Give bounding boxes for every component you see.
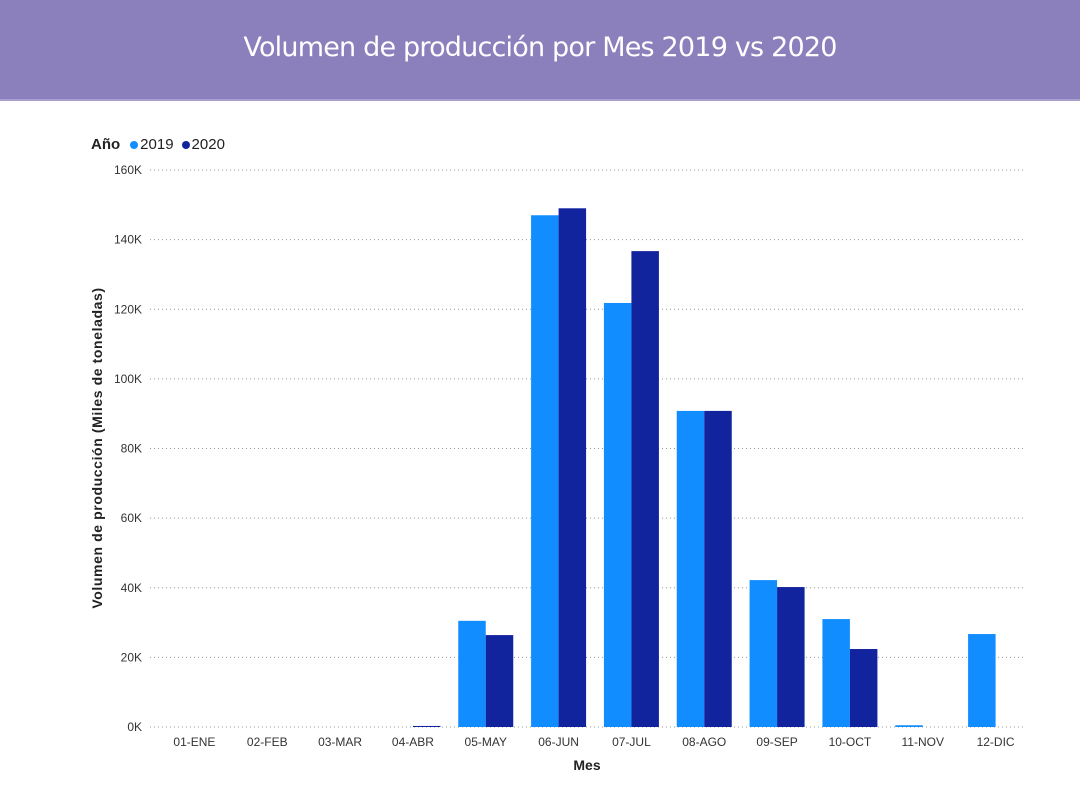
y-axis-ticks: 0K 20K 40K 60K 80K 100K 120K 140K 160K bbox=[114, 163, 142, 734]
y-tick-label: 100K bbox=[114, 372, 142, 386]
legend-title: Año bbox=[91, 136, 121, 153]
legend-marker-2019 bbox=[130, 140, 139, 149]
bar-2019-12-DIC[interactable] bbox=[968, 634, 996, 727]
x-tick-label: 10-OCT bbox=[829, 735, 872, 749]
y-tick-label: 140K bbox=[114, 233, 142, 247]
y-tick-label: 0K bbox=[127, 720, 142, 734]
y-tick-label: 160K bbox=[114, 163, 142, 177]
bar-2020-04-ABR[interactable] bbox=[412, 725, 441, 727]
legend: Año 2019 2020 bbox=[91, 136, 229, 153]
legend-item-2020[interactable]: 2020 bbox=[181, 136, 225, 153]
bar-2019-08-AGO[interactable] bbox=[676, 410, 705, 727]
bar-2020-10-OCT[interactable] bbox=[849, 649, 878, 727]
x-tick-label: 04-ABR bbox=[392, 735, 434, 749]
legend-label-2019: 2019 bbox=[140, 136, 174, 153]
bar-2020-09-SEP[interactable] bbox=[777, 587, 805, 727]
x-tick-label: 07-JUL bbox=[612, 735, 651, 749]
y-tick-label: 60K bbox=[121, 511, 142, 525]
bar-2019-05-MAY[interactable] bbox=[458, 620, 486, 727]
y-tick-label: 20K bbox=[121, 650, 142, 664]
x-tick-label: 06-JUN bbox=[538, 735, 579, 749]
x-tick-label: 01-ENE bbox=[173, 735, 215, 749]
y-axis-title: Volumen de producción (Miles de tonelada… bbox=[89, 287, 105, 608]
bar-2020-05-MAY[interactable] bbox=[485, 635, 514, 727]
x-tick-label: 12-DIC bbox=[977, 735, 1015, 749]
bar-2019-06-JUN[interactable] bbox=[531, 215, 559, 727]
x-tick-label: 05-MAY bbox=[465, 735, 507, 749]
legend-label-2020: 2020 bbox=[191, 136, 225, 153]
legend-marker-2020 bbox=[181, 140, 190, 149]
x-tick-label: 11-NOV bbox=[902, 735, 944, 749]
bar-2020-07-JUL[interactable] bbox=[631, 251, 659, 727]
gridlines bbox=[150, 169, 1024, 728]
y-tick-label: 120K bbox=[114, 302, 142, 316]
x-axis-ticks: 01-ENE 02-FEB 03-MAR 04-ABR 05-MAY 06-JUN 07-J… bbox=[173, 735, 1015, 749]
y-tick-label: 80K bbox=[121, 442, 142, 456]
bar-2019-10-OCT[interactable] bbox=[822, 619, 850, 727]
bar-2019-11-NOV[interactable] bbox=[895, 725, 923, 727]
bar-2019-07-JUL[interactable] bbox=[603, 302, 632, 727]
y-tick-label: 40K bbox=[121, 581, 142, 595]
x-tick-label: 08-AGO bbox=[682, 735, 726, 749]
page-title: Volumen de producción por Mes 2019 vs 20… bbox=[243, 32, 837, 63]
legend-item-2019[interactable]: 2019 bbox=[130, 136, 174, 153]
bar-2019-09-SEP[interactable] bbox=[749, 580, 778, 727]
x-tick-label: 09-SEP bbox=[756, 735, 797, 749]
x-tick-label: 03-MAR bbox=[318, 735, 362, 749]
header-banner: Volumen de producción por Mes 2019 vs 20… bbox=[0, 0, 1080, 101]
bar-2020-08-AGO[interactable] bbox=[704, 410, 732, 727]
x-axis-title: Mes bbox=[573, 757, 600, 773]
bars bbox=[412, 208, 996, 727]
x-tick-label: 02-FEB bbox=[247, 735, 288, 749]
bar-2020-06-JUN[interactable] bbox=[558, 208, 587, 727]
